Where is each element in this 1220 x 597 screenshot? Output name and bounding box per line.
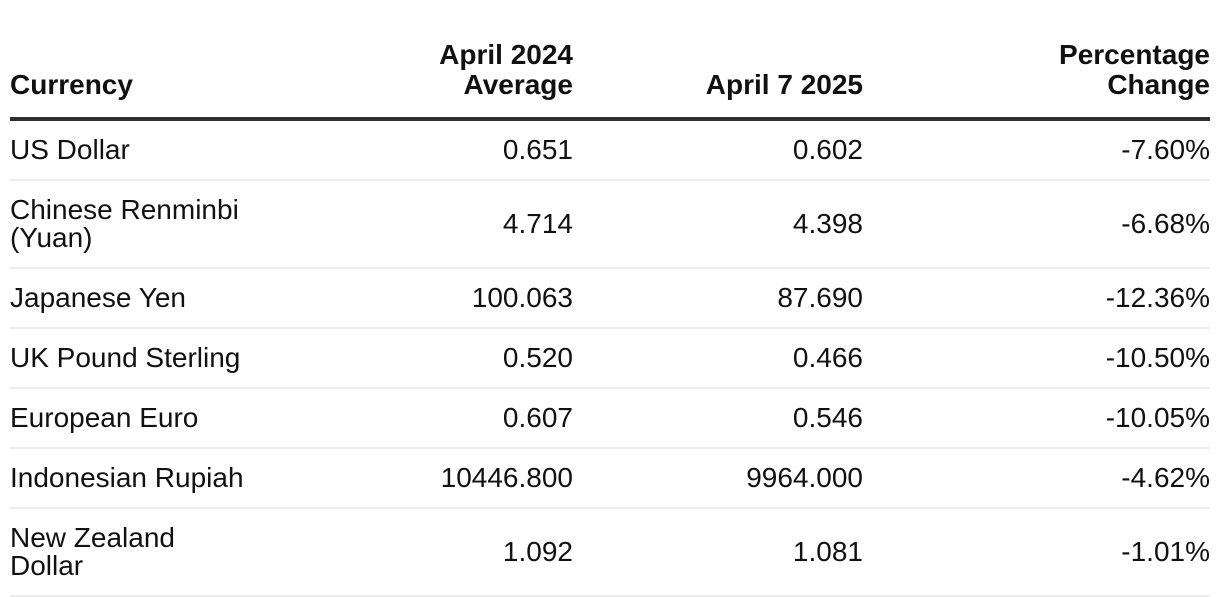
percentage-change-cell: -10.50% <box>863 328 1210 389</box>
april-2024-average-cell: 0.520 <box>300 328 573 389</box>
table-row-european-euro: European Euro 0.607 0.546 -10.05% <box>10 388 1210 449</box>
column-header-april-2024-average: April 2024 Average <box>300 40 573 121</box>
april-2024-average-cell: 1.092 <box>300 508 573 597</box>
april-7-2025-cell: 4.398 <box>573 180 863 269</box>
april-7-2025-cell: 0.466 <box>573 328 863 389</box>
april-2024-average-cell: 10446.800 <box>300 448 573 509</box>
april-2024-average-cell: 0.607 <box>300 388 573 449</box>
table-row-japanese-yen: Japanese Yen 100.063 87.690 -12.36% <box>10 268 1210 329</box>
currency-name-cell: Chinese Renminbi (Yuan) <box>10 180 300 269</box>
percentage-change-cell: -12.36% <box>863 268 1210 329</box>
currency-name-cell: UK Pound Sterling <box>10 328 300 389</box>
column-header-currency: Currency <box>10 40 300 121</box>
currency-name-cell: Japanese Yen <box>10 268 300 329</box>
currency-comparison-table: Currency April 2024 Average April 7 2025… <box>10 40 1210 597</box>
column-header-april-7-2025: April 7 2025 <box>573 40 863 121</box>
currency-name-cell: US Dollar <box>10 119 300 181</box>
table-row-us-dollar: US Dollar 0.651 0.602 -7.60% <box>10 119 1210 181</box>
currency-name-cell: European Euro <box>10 388 300 449</box>
table-row-new-zealand-dollar: New Zealand Dollar 1.092 1.081 -1.01% <box>10 508 1210 597</box>
percentage-change-cell: -1.01% <box>863 508 1210 597</box>
april-7-2025-cell: 1.081 <box>573 508 863 597</box>
april-2024-average-cell: 0.651 <box>300 119 573 181</box>
april-7-2025-cell: 87.690 <box>573 268 863 329</box>
currency-name-cell: Indonesian Rupiah <box>10 448 300 509</box>
april-2024-average-cell: 4.714 <box>300 180 573 269</box>
header-row: Currency April 2024 Average April 7 2025… <box>10 40 1210 121</box>
april-7-2025-cell: 0.602 <box>573 119 863 181</box>
april-2024-average-cell: 100.063 <box>300 268 573 329</box>
column-header-percentage-change: Percentage Change <box>863 40 1210 121</box>
april-7-2025-cell: 9964.000 <box>573 448 863 509</box>
table-row-uk-pound-sterling: UK Pound Sterling 0.520 0.466 -10.50% <box>10 328 1210 389</box>
currency-name-cell: New Zealand Dollar <box>10 508 300 597</box>
table-row-chinese-renminbi: Chinese Renminbi (Yuan) 4.714 4.398 -6.6… <box>10 180 1210 269</box>
percentage-change-cell: -7.60% <box>863 119 1210 181</box>
percentage-change-cell: -4.62% <box>863 448 1210 509</box>
percentage-change-cell: -10.05% <box>863 388 1210 449</box>
percentage-change-cell: -6.68% <box>863 180 1210 269</box>
april-7-2025-cell: 0.546 <box>573 388 863 449</box>
table-row-indonesian-rupiah: Indonesian Rupiah 10446.800 9964.000 -4.… <box>10 448 1210 509</box>
